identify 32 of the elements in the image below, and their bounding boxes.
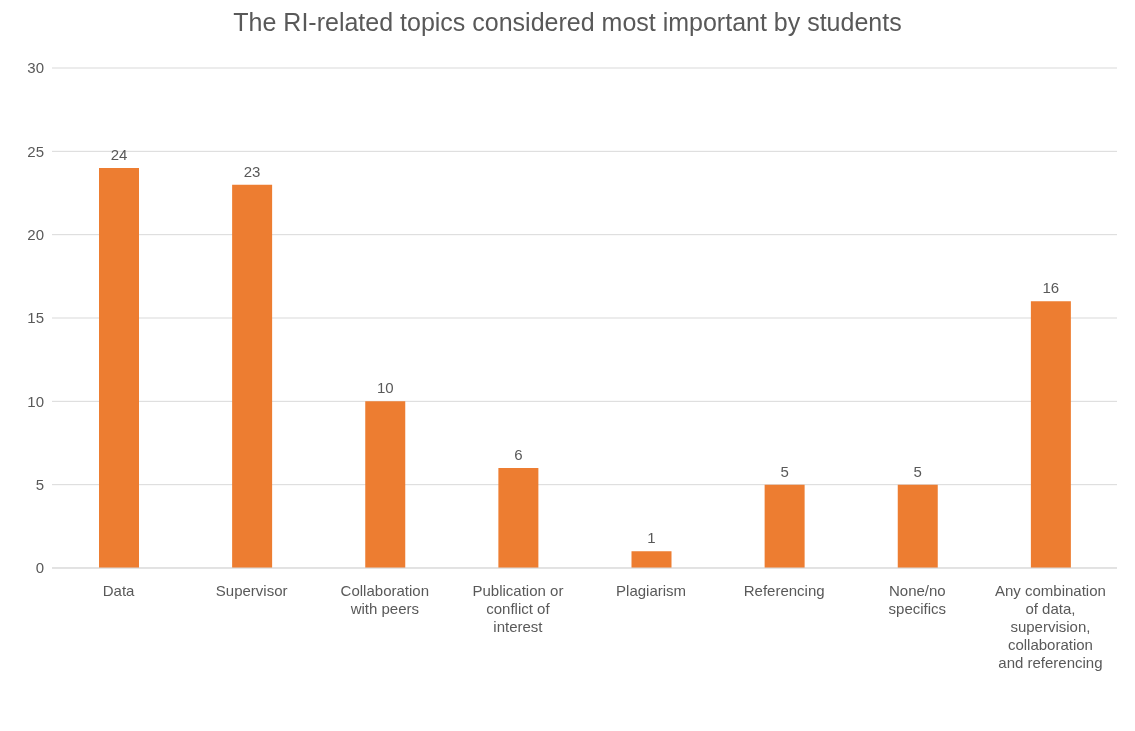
x-tick-label: Collaboration with peers: [340, 582, 430, 617]
bar: [232, 184, 273, 568]
x-tick-label: Supervisor: [215, 582, 288, 599]
data-label: 1: [647, 529, 656, 547]
data-label: 5: [913, 462, 922, 480]
x-tick-label: Referencing: [743, 582, 825, 599]
y-tick-label: 0: [35, 559, 44, 577]
y-tick-label: 10: [27, 392, 44, 410]
bar: [897, 484, 938, 568]
y-tick-label: 15: [27, 309, 44, 327]
y-tick-label: 20: [27, 225, 44, 243]
chart-title: The RI-related topics considered most important by students: [232, 8, 903, 38]
bar: [631, 551, 672, 568]
bar: [1030, 301, 1071, 568]
bar: [99, 168, 139, 568]
data-label: 10: [376, 379, 394, 397]
y-tick-label: 5: [35, 475, 44, 493]
data-label: 24: [110, 146, 128, 163]
data-label: 6: [514, 446, 523, 463]
x-tick-label: Data: [102, 582, 136, 599]
y-tick-label: 30: [27, 59, 44, 77]
bar: [764, 484, 805, 568]
y-tick-label: 25: [27, 142, 44, 160]
bar: [498, 468, 539, 568]
x-tick-label: Any combination of data, supervision, collaboration and referencing: [994, 582, 1106, 671]
bar: [365, 401, 406, 568]
x-tick-label: Publication or conflict of interest: [472, 582, 564, 635]
x-tick-label: Plagiarism: [616, 582, 687, 599]
data-label: 23: [243, 162, 261, 180]
data-label: 16: [1042, 279, 1060, 297]
x-tick-label: None/no specifics: [888, 582, 947, 617]
data-label: 5: [780, 462, 789, 480]
